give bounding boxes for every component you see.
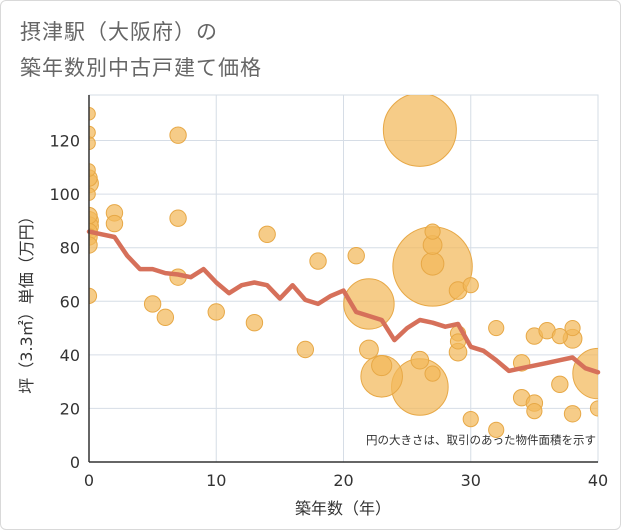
data-bubble	[526, 403, 543, 420]
data-bubble	[309, 252, 327, 270]
data-bubble	[296, 340, 315, 359]
data-bubble	[488, 319, 505, 337]
size-note: 円の大きさは、取引のあった物件面積を示す	[366, 433, 596, 447]
x-tick-label: 10	[206, 471, 226, 490]
average-price-line	[86, 229, 601, 375]
y-tick-label: 120	[49, 132, 80, 151]
data-bubble	[424, 365, 441, 382]
x-axis-title: 築年数（年）	[295, 499, 391, 518]
x-tick-label: 0	[84, 471, 94, 490]
data-bubble	[564, 319, 581, 337]
data-bubble	[551, 375, 569, 394]
bubble-layer	[89, 95, 598, 438]
data-bubble	[343, 278, 395, 330]
data-bubble	[424, 223, 441, 240]
y-tick-label: 20	[60, 399, 80, 418]
data-bubble	[420, 251, 445, 276]
data-bubble	[462, 277, 479, 294]
average-line-layer	[86, 229, 601, 375]
x-tick-label: 40	[588, 471, 608, 490]
data-bubble	[156, 308, 175, 327]
data-bubble	[89, 187, 96, 201]
data-bubble	[589, 400, 598, 417]
data-bubble	[551, 327, 568, 345]
y-tick-label: 0	[70, 453, 80, 472]
y-tick-label: 40	[60, 346, 80, 365]
y-tick-label: 60	[60, 292, 80, 311]
data-bubble	[258, 225, 276, 243]
grid	[88, 94, 599, 463]
y-tick-label: 100	[49, 185, 80, 204]
x-tick-label: 20	[333, 471, 353, 490]
data-bubble	[462, 411, 479, 428]
data-bubble	[89, 125, 96, 140]
data-bubble	[245, 314, 264, 332]
data-bubble	[169, 209, 187, 227]
axes: 0 10 20 30 40 0 20 40 60 80 100 120	[49, 95, 608, 490]
data-bubble	[563, 405, 582, 423]
data-bubble	[371, 354, 393, 377]
data-bubble	[347, 247, 365, 265]
data-bubble	[89, 163, 96, 177]
y-tick-label: 80	[60, 239, 80, 258]
data-bubble	[359, 339, 379, 360]
chart-title-line1: 摂津駅（大阪府）の	[20, 20, 218, 44]
data-bubble	[488, 421, 505, 438]
data-bubble	[410, 350, 430, 370]
data-bubble	[105, 214, 124, 233]
chart-title-line2: 築年数別中古戸建て価格	[20, 56, 262, 80]
data-bubble	[169, 126, 187, 144]
y-axis-title: 坪（3.3㎡）単価（万円）	[17, 208, 36, 393]
data-bubble	[89, 106, 96, 121]
data-bubble	[143, 295, 162, 313]
data-bubble	[89, 136, 96, 151]
data-bubble	[382, 95, 457, 167]
data-bubble	[207, 303, 225, 321]
x-tick-label: 30	[461, 471, 481, 490]
